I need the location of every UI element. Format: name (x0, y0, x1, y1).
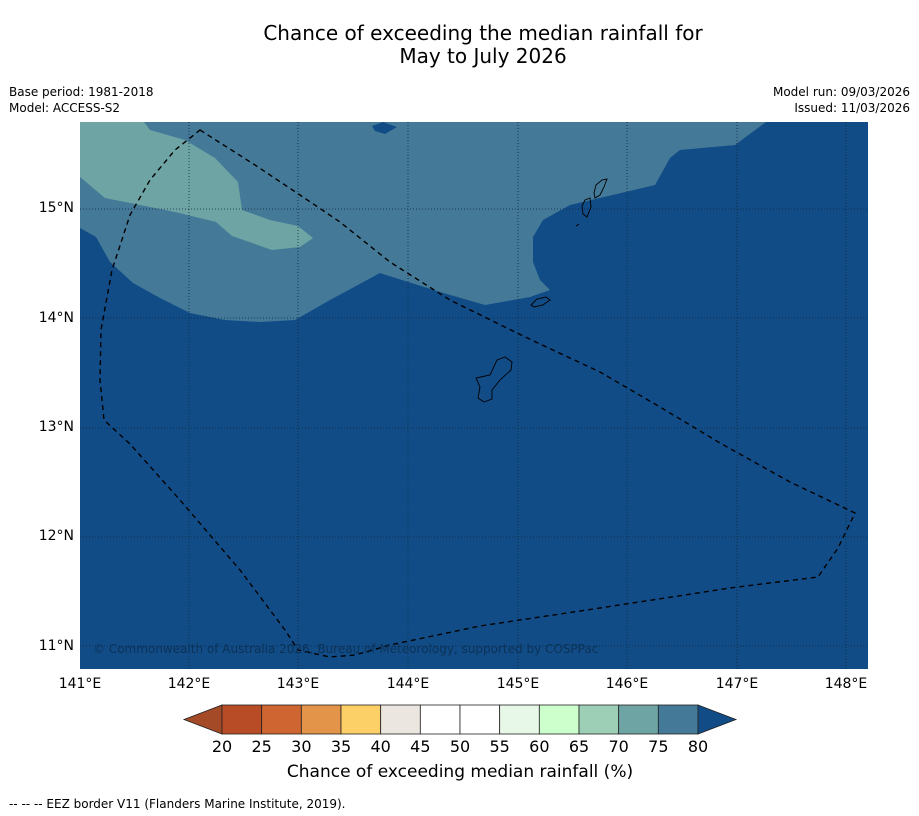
island-guam (475, 356, 513, 403)
model-name: Model: ACCESS-S2 (9, 101, 121, 115)
colorbar-tick-label: 80 (687, 737, 709, 756)
region-80-plus-patch (372, 122, 397, 134)
lat-label-11: 11°N (38, 638, 74, 654)
map-title: Chance of exceeding the median rainfall … (0, 22, 919, 68)
colorbar-extend-low (182, 704, 223, 735)
title-line-2: May to July 2026 (399, 44, 567, 68)
lat-label-12: 12°N (38, 528, 74, 544)
colorbar-segment (618, 704, 659, 735)
colorbar-tick-label: 30 (291, 737, 312, 756)
colorbar-tick-label: 75 (648, 737, 669, 756)
colorbar-tick-label: 60 (529, 737, 550, 756)
meta-right: Model run: 09/03/2026 Issued: 11/03/2026 (773, 84, 910, 116)
colorbar-tick-label: 35 (330, 737, 352, 756)
colorbar-tick-label: 55 (489, 737, 510, 756)
colorbar-segment (657, 704, 699, 735)
island-tinian (581, 197, 592, 218)
colorbar-title: Chance of exceeding median rainfall (%) (286, 762, 634, 782)
lon-label-144: 144°E (386, 676, 430, 692)
colorbar-segment (380, 704, 421, 735)
lon-label-143: 143°E (276, 676, 320, 692)
title-line-1: Chance of exceeding the median rainfall … (263, 21, 703, 45)
colorbar-segment (221, 704, 263, 735)
gridlines (80, 122, 868, 669)
map-area: © Commonwealth of Australia 2026, Bureau… (80, 122, 868, 669)
lon-label-141: 141°E (58, 676, 102, 692)
lat-label-14: 14°N (38, 310, 74, 326)
colorbar-segment (538, 704, 580, 735)
lat-label-13: 13°N (38, 419, 74, 435)
eez-border (99, 129, 856, 658)
colorbar (182, 704, 738, 735)
lon-label-142: 142°E (167, 676, 211, 692)
colorbar-segment (419, 704, 461, 735)
colorbar-extend-high (697, 704, 738, 735)
base-period: Base period: 1981-2018 (9, 85, 154, 99)
colorbar-segment (578, 704, 620, 735)
lon-label-146: 146°E (605, 676, 649, 692)
colorbar-tick-label: 25 (251, 737, 272, 756)
island-saipan (593, 178, 608, 199)
lon-label-148: 148°E (824, 676, 868, 692)
colorbar-tick-label: 70 (608, 737, 629, 756)
colorbar-segment (340, 704, 382, 735)
islands (475, 178, 608, 403)
lon-label-145: 145°E (496, 676, 540, 692)
colorbar-segment (300, 704, 342, 735)
eez-footer-note: -- -- -- EEZ border V11 (Flanders Marine… (9, 797, 346, 811)
colorbar-tick-label: 40 (370, 737, 391, 756)
colorbar-tick-label: 65 (568, 737, 590, 756)
copyright-notice: © Commonwealth of Australia 2026, Bureau… (93, 642, 598, 656)
island-aguijan (575, 223, 580, 227)
colorbar-tick-label: 20 (211, 737, 233, 756)
colorbar-tick-label: 45 (410, 737, 431, 756)
region-70-75 (80, 122, 313, 250)
lat-label-15: 15°N (38, 200, 74, 216)
colorbar-tick-label: 50 (449, 737, 471, 756)
colorbar-segment (261, 704, 302, 735)
lon-label-147: 147°E (715, 676, 759, 692)
meta-left: Base period: 1981-2018 Model: ACCESS-S2 (9, 84, 154, 116)
colorbar-segment (499, 704, 540, 735)
island-rota (530, 296, 551, 308)
model-run: Model run: 09/03/2026 (772, 85, 910, 99)
colorbar-segment (459, 704, 501, 735)
issued-date: Issued: 11/03/2026 (794, 101, 910, 115)
region-75-80 (80, 122, 766, 322)
